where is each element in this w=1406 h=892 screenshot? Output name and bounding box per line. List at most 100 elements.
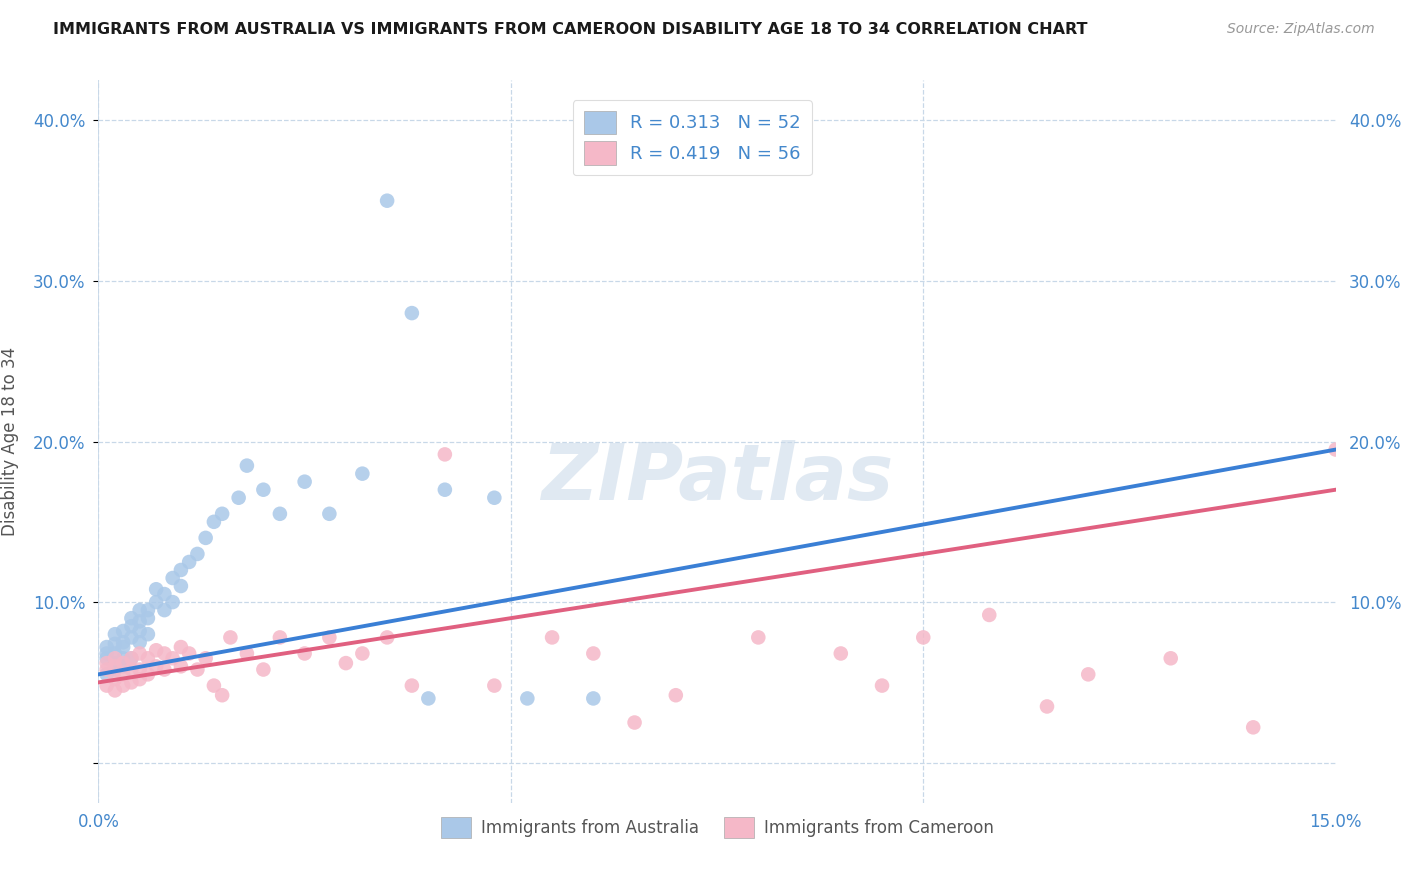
Point [104,647,127,661]
Point [623,715,645,730]
Point [145,582,167,597]
Point [136,611,159,625]
Point [318,631,340,645]
Point [112,624,135,638]
Text: ZIPatlas: ZIPatlas [541,440,893,516]
Point [912,631,935,645]
Point [516,691,538,706]
Point [104,663,127,677]
Point [120,631,142,645]
Point [112,651,135,665]
Point [153,603,176,617]
Point [433,483,456,497]
Point [145,643,167,657]
Point [236,458,259,473]
Point [401,306,423,320]
Point [112,656,135,670]
Point [1324,442,1347,457]
Point [96,663,118,677]
Point [269,507,291,521]
Point [1160,651,1182,665]
Point [112,659,135,673]
Point [318,507,340,521]
Point [128,647,150,661]
Point [236,647,259,661]
Point [120,619,142,633]
Point [136,603,159,617]
Point [294,475,316,489]
Point [252,663,274,677]
Point [104,651,127,665]
Point [104,656,127,670]
Point [120,611,142,625]
Point [211,507,233,521]
Point [153,587,176,601]
Point [194,531,217,545]
Point [128,624,150,638]
Point [128,672,150,686]
Point [1036,699,1059,714]
Point [352,467,374,481]
Point [194,651,217,665]
Point [170,640,193,654]
Point [104,627,127,641]
Text: IMMIGRANTS FROM AUSTRALIA VS IMMIGRANTS FROM CAMEROON DISABILITY AGE 18 TO 34 CO: IMMIGRANTS FROM AUSTRALIA VS IMMIGRANTS … [53,22,1088,37]
Point [112,635,135,649]
Point [484,679,506,693]
Point [219,631,242,645]
Point [162,595,184,609]
Point [830,647,852,661]
Point [136,667,159,681]
Point [352,647,374,661]
Point [162,651,184,665]
Point [186,547,208,561]
Point [1241,720,1264,734]
Point [128,615,150,629]
Point [104,672,127,686]
Point [170,659,193,673]
Point [136,627,159,641]
Point [153,663,176,677]
Point [96,647,118,661]
Point [179,555,201,569]
Point [128,635,150,649]
Point [335,656,357,670]
Point [211,688,233,702]
Point [401,679,423,693]
Y-axis label: Disability Age 18 to 34: Disability Age 18 to 34 [1,347,18,536]
Point [186,663,208,677]
Point [96,667,118,681]
Point [104,683,127,698]
Point [96,640,118,654]
Point [747,631,769,645]
Point [112,667,135,681]
Point [120,675,142,690]
Point [375,194,398,208]
Point [979,607,1001,622]
Point [252,483,274,497]
Point [484,491,506,505]
Point [128,663,150,677]
Point [228,491,250,505]
Point [665,688,688,702]
Point [120,651,142,665]
Text: Source: ZipAtlas.com: Source: ZipAtlas.com [1227,22,1375,37]
Point [433,447,456,461]
Point [145,595,167,609]
Point [96,651,118,665]
Point [202,679,225,693]
Point [582,647,605,661]
Point [96,656,118,670]
Point [582,691,605,706]
Point [870,679,893,693]
Point [418,691,440,706]
Point [136,651,159,665]
Point [104,659,127,673]
Point [269,631,291,645]
Point [375,631,398,645]
Point [145,659,167,673]
Point [120,651,142,665]
Point [153,647,176,661]
Point [104,637,127,651]
Point [179,647,201,661]
